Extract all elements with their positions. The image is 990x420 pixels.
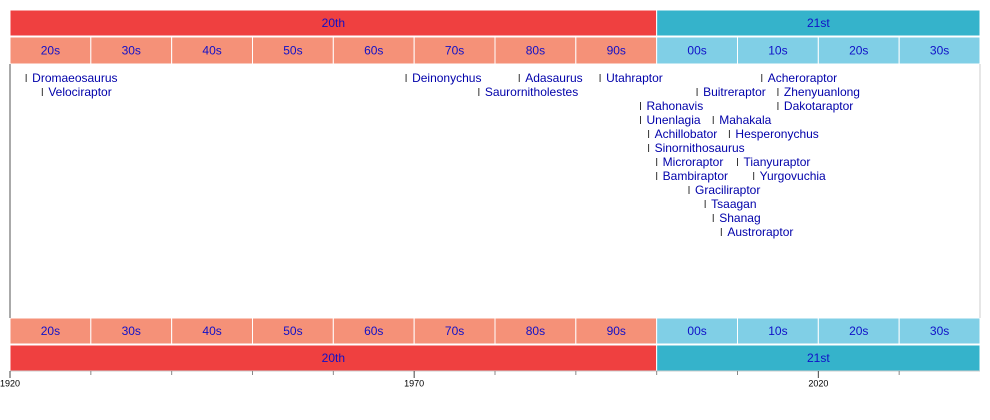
century-band-label: 21st — [807, 351, 830, 365]
decade-band-label: 30s — [122, 44, 141, 58]
decade-band — [171, 36, 254, 65]
decade-band — [817, 36, 900, 65]
event-label: Rahonavis — [647, 99, 704, 113]
event-label: Microraptor — [663, 155, 724, 169]
x-tick-label: 1920 — [0, 378, 20, 388]
decade-band — [413, 317, 496, 345]
decade-band-label: 20s — [849, 44, 868, 58]
decade-band-label: 90s — [607, 44, 626, 58]
decade-band-label: 30s — [122, 324, 141, 338]
decade-band — [898, 36, 981, 65]
decade-band-label: 40s — [202, 324, 221, 338]
decade-band — [656, 317, 739, 345]
event-label: Dromaeosaurus — [32, 71, 117, 85]
event-label: Graciliraptor — [695, 183, 760, 197]
event-label: Shanag — [719, 211, 760, 225]
decade-band — [494, 317, 577, 345]
decade-band-label: 70s — [445, 324, 464, 338]
century-band — [9, 9, 658, 37]
decade-band-label: 70s — [445, 44, 464, 58]
century-band-label: 20th — [322, 351, 345, 365]
decade-band-label: 00s — [687, 324, 706, 338]
event-label: Tsaagan — [711, 197, 756, 211]
decade-band-label: 60s — [364, 44, 383, 58]
decade-band — [494, 36, 577, 65]
event-label: Yurgovuchia — [760, 169, 826, 183]
event-label: Austroraptor — [727, 225, 793, 239]
decade-band — [171, 317, 254, 345]
decade-band-label: 40s — [202, 44, 221, 58]
decade-band — [252, 36, 334, 65]
x-tick-label: 2020 — [808, 378, 828, 388]
event-label: Buitreraptor — [703, 85, 766, 99]
decade-band-label: 30s — [930, 44, 949, 58]
decade-band-label: 80s — [526, 324, 545, 338]
decade-band — [898, 317, 981, 345]
century-band — [656, 344, 981, 372]
event-label: Saurornitholestes — [485, 85, 578, 99]
decade-band-label: 10s — [768, 44, 787, 58]
decade-band-label: 10s — [768, 324, 787, 338]
decade-band-label: 20s — [849, 324, 868, 338]
century-band — [9, 344, 658, 372]
event-label: Bambiraptor — [663, 169, 728, 183]
decade-band-label: 90s — [607, 324, 626, 338]
event-label: Dakotaraptor — [784, 99, 853, 113]
decade-band — [737, 36, 819, 65]
event-label: Utahraptor — [606, 71, 663, 85]
decade-band — [575, 317, 658, 345]
decade-band — [575, 36, 658, 65]
event-label: Zhenyuanlong — [784, 85, 860, 99]
event-label: Tianyuraptor — [744, 155, 811, 169]
event-label: Hesperonychus — [735, 127, 818, 141]
event-label: Velociraptor — [48, 85, 111, 99]
event-label: Sinornithosaurus — [655, 141, 745, 155]
decade-band — [332, 36, 415, 65]
decade-band-label: 20s — [41, 324, 60, 338]
decade-band-label: 50s — [283, 44, 302, 58]
decade-band-label: 00s — [687, 44, 706, 58]
decade-band — [817, 317, 900, 345]
decade-band — [252, 317, 334, 345]
century-band — [656, 9, 981, 37]
decade-band — [413, 36, 496, 65]
decade-band-label: 30s — [930, 324, 949, 338]
decade-band-label: 20s — [41, 44, 60, 58]
decade-band-label: 50s — [283, 324, 302, 338]
decade-band — [9, 36, 92, 65]
event-label: Deinonychus — [412, 71, 481, 85]
event-label: Adasaurus — [525, 71, 582, 85]
decade-band — [90, 317, 173, 345]
century-band-label: 20th — [322, 16, 345, 30]
decade-band-label: 60s — [364, 324, 383, 338]
decade-band — [332, 317, 415, 345]
event-label: Mahakala — [719, 113, 771, 127]
event-label: Unenlagia — [647, 113, 701, 127]
x-tick-label: 1970 — [404, 378, 424, 388]
decade-band-label: 80s — [526, 44, 545, 58]
century-band-label: 21st — [807, 16, 830, 30]
event-label: Achillobator — [655, 127, 718, 141]
event-label: Acheroraptor — [768, 71, 837, 85]
